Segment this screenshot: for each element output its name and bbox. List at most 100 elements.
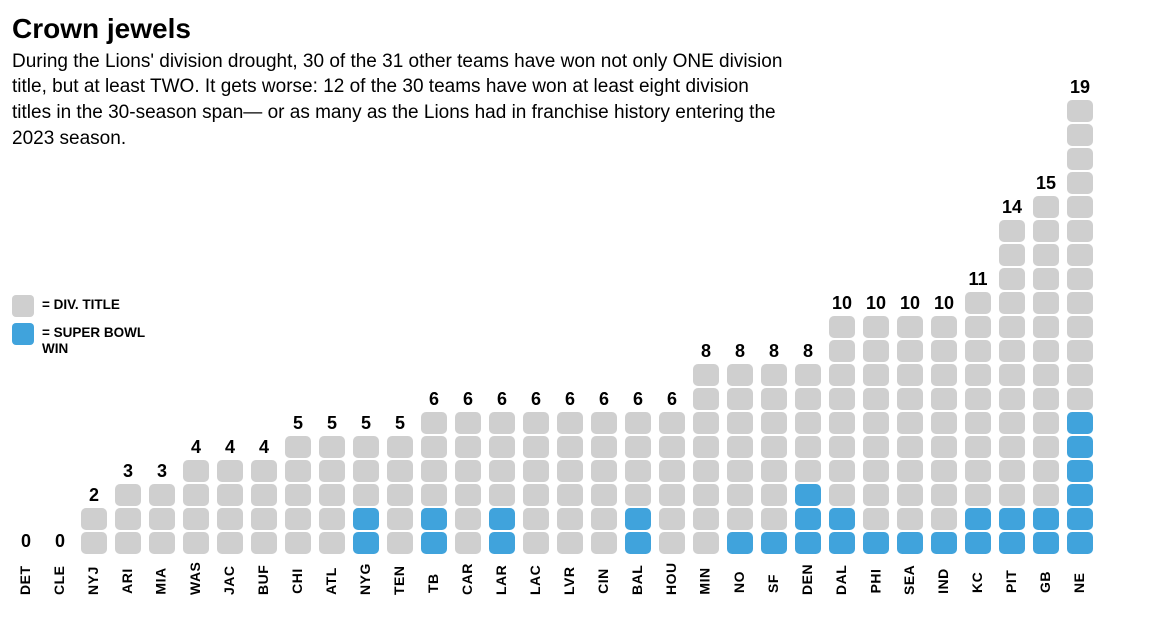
- cell-div-title: [999, 244, 1025, 266]
- cell-div-title: [999, 364, 1025, 386]
- cell-div-title: [897, 484, 923, 506]
- chart-column: 11KC: [964, 268, 992, 592]
- chart-column: 3MIA: [148, 460, 176, 592]
- cell-sb-win: [421, 532, 447, 554]
- team-label: KC: [969, 569, 987, 597]
- cell-div-title: [557, 532, 583, 554]
- cell-div-title: [999, 388, 1025, 410]
- cell-div-title: [965, 412, 991, 434]
- team-label: LVR: [561, 567, 579, 599]
- team-label-wrap: DEN: [794, 554, 822, 592]
- team-label-wrap: LAR: [488, 554, 516, 592]
- cell-div-title: [523, 460, 549, 482]
- cell-div-title: [795, 364, 821, 386]
- value-label: 10: [866, 292, 886, 314]
- cell-stack: [251, 460, 277, 554]
- cell-div-title: [795, 436, 821, 458]
- cell-div-title: [965, 388, 991, 410]
- cell-sb-win: [625, 508, 651, 530]
- chart-column: 5ATL: [318, 412, 346, 592]
- cell-div-title: [421, 460, 447, 482]
- cell-div-title: [727, 388, 753, 410]
- cell-div-title: [863, 364, 889, 386]
- cell-div-title: [999, 340, 1025, 362]
- team-label-wrap: NYG: [352, 554, 380, 592]
- cell-div-title: [285, 436, 311, 458]
- cell-div-title: [591, 508, 617, 530]
- team-label: BUF: [255, 567, 273, 599]
- cell-div-title: [625, 436, 651, 458]
- cell-div-title: [1033, 340, 1059, 362]
- cell-div-title: [557, 436, 583, 458]
- cell-div-title: [659, 508, 685, 530]
- chart-title: Crown jewels: [12, 14, 1152, 45]
- cell-sb-win: [1067, 508, 1093, 530]
- team-label: LAC: [527, 567, 545, 599]
- cell-sb-win: [829, 532, 855, 554]
- cell-sb-win: [1067, 436, 1093, 458]
- cell-div-title: [829, 340, 855, 362]
- cell-stack: [965, 292, 991, 554]
- team-label: ATL: [323, 567, 341, 599]
- value-label: 5: [395, 412, 405, 434]
- cell-div-title: [965, 340, 991, 362]
- cell-div-title: [999, 484, 1025, 506]
- cell-div-title: [863, 340, 889, 362]
- value-label: 5: [293, 412, 303, 434]
- cell-sb-win: [353, 508, 379, 530]
- value-label: 6: [599, 388, 609, 410]
- cell-div-title: [557, 460, 583, 482]
- cell-div-title: [1067, 268, 1093, 290]
- cell-div-title: [795, 412, 821, 434]
- cell-stack: [319, 436, 345, 554]
- team-label: MIA: [153, 567, 171, 598]
- team-label-wrap: NYJ: [80, 554, 108, 592]
- cell-div-title: [863, 412, 889, 434]
- cell-div-title: [183, 460, 209, 482]
- cell-div-title: [1067, 388, 1093, 410]
- cell-div-title: [557, 508, 583, 530]
- chart-column: 8SF: [760, 340, 788, 592]
- cell-div-title: [319, 508, 345, 530]
- team-label-wrap: ARI: [114, 554, 142, 592]
- cell-div-title: [693, 508, 719, 530]
- team-label-wrap: DET: [12, 554, 40, 592]
- cell-div-title: [489, 460, 515, 482]
- cell-div-title: [727, 484, 753, 506]
- team-label-wrap: GB: [1032, 554, 1060, 592]
- cell-div-title: [1067, 148, 1093, 170]
- cell-stack: [81, 508, 107, 554]
- cell-div-title: [489, 412, 515, 434]
- chart-column: 10IND: [930, 292, 958, 592]
- cell-div-title: [1067, 244, 1093, 266]
- cell-div-title: [931, 364, 957, 386]
- cell-sb-win: [489, 508, 515, 530]
- cell-sb-win: [829, 508, 855, 530]
- value-label: 3: [157, 460, 167, 482]
- cell-sb-win: [999, 532, 1025, 554]
- cell-div-title: [829, 484, 855, 506]
- cell-sb-win: [1033, 508, 1059, 530]
- cell-div-title: [999, 220, 1025, 242]
- team-label: DAL: [833, 567, 851, 599]
- team-label: CAR: [459, 567, 477, 599]
- team-label: NO: [731, 569, 749, 597]
- cell-div-title: [591, 436, 617, 458]
- team-label: BAL: [629, 567, 647, 599]
- cell-div-title: [727, 412, 753, 434]
- chart-column: 6HOU: [658, 388, 686, 592]
- cell-sb-win: [1033, 532, 1059, 554]
- cell-div-title: [1033, 484, 1059, 506]
- cell-div-title: [931, 316, 957, 338]
- team-label-wrap: CLE: [46, 554, 74, 592]
- value-label: 8: [701, 340, 711, 362]
- cell-sb-win: [761, 532, 787, 554]
- cell-sb-win: [353, 532, 379, 554]
- cell-div-title: [1067, 364, 1093, 386]
- cell-div-title: [421, 412, 447, 434]
- chart-column: 5TEN: [386, 412, 414, 592]
- team-label: DET: [17, 567, 35, 599]
- cell-div-title: [523, 484, 549, 506]
- value-label: 6: [531, 388, 541, 410]
- cell-div-title: [1033, 292, 1059, 314]
